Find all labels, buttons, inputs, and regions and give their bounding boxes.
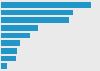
- Bar: [1, 48, 17, 54]
- Bar: [1, 17, 69, 23]
- Bar: [1, 2, 91, 8]
- Bar: [1, 33, 30, 38]
- Bar: [1, 10, 73, 15]
- Bar: [1, 40, 20, 46]
- Bar: [1, 56, 16, 61]
- Bar: [1, 63, 7, 69]
- Bar: [1, 25, 38, 31]
